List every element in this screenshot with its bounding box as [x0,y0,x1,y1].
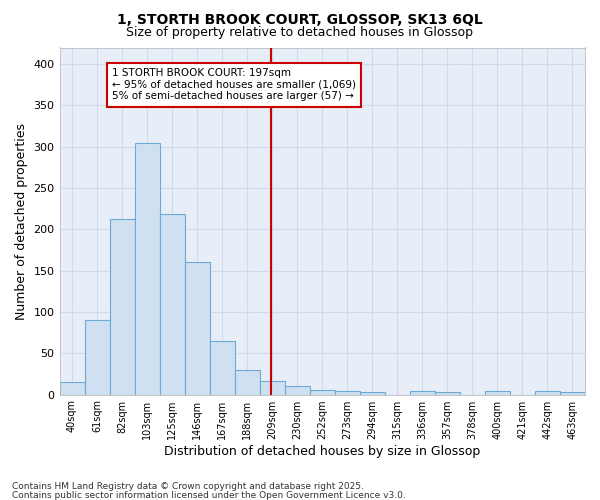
Bar [209,341,235,394]
Text: 1, STORTH BROOK COURT, GLOSSOP, SK13 6QL: 1, STORTH BROOK COURT, GLOSSOP, SK13 6QL [117,12,483,26]
Bar [560,392,585,394]
Bar [110,220,134,394]
Bar [59,382,85,394]
Bar [410,392,435,394]
Bar [535,392,560,394]
Bar [134,142,160,394]
Bar [85,320,110,394]
Bar [185,262,209,394]
X-axis label: Distribution of detached houses by size in Glossop: Distribution of detached houses by size … [164,444,481,458]
Bar [160,214,185,394]
Y-axis label: Number of detached properties: Number of detached properties [15,122,28,320]
Bar [335,392,360,394]
Text: Size of property relative to detached houses in Glossop: Size of property relative to detached ho… [127,26,473,39]
Bar [360,392,385,394]
Bar [435,392,460,394]
Bar [310,390,335,394]
Text: Contains public sector information licensed under the Open Government Licence v3: Contains public sector information licen… [12,490,406,500]
Bar [485,392,510,394]
Text: 1 STORTH BROOK COURT: 197sqm
← 95% of detached houses are smaller (1,069)
5% of : 1 STORTH BROOK COURT: 197sqm ← 95% of de… [112,68,356,102]
Text: Contains HM Land Registry data © Crown copyright and database right 2025.: Contains HM Land Registry data © Crown c… [12,482,364,491]
Bar [235,370,260,394]
Bar [260,380,285,394]
Bar [285,386,310,394]
